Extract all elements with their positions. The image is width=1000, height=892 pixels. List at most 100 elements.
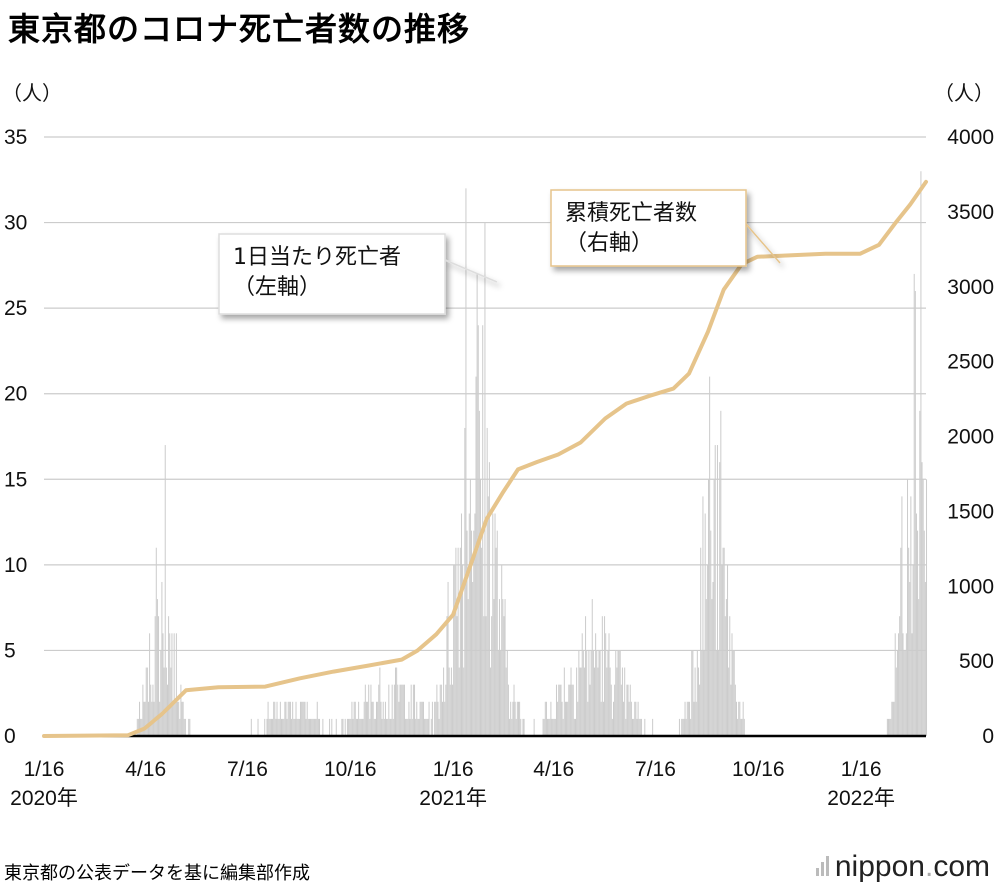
daily-bar	[498, 599, 500, 736]
daily-bar	[374, 718, 376, 736]
daily-bar	[352, 718, 354, 736]
daily-bar	[312, 718, 314, 736]
daily-bar	[363, 701, 365, 736]
daily-bar	[569, 684, 571, 736]
daily-bar	[475, 376, 477, 736]
daily-bar	[578, 650, 580, 736]
daily-bar	[182, 701, 184, 736]
daily-bar	[621, 667, 623, 736]
daily-bar	[713, 479, 715, 736]
daily-bar	[545, 701, 547, 736]
daily-bar	[615, 650, 617, 736]
daily-bar	[705, 599, 707, 736]
daily-bar	[456, 616, 458, 736]
daily-bar	[421, 701, 423, 736]
daily-bar	[183, 718, 185, 736]
daily-bar	[519, 701, 521, 736]
callouts: 1日当たり死亡者 （左軸） 累積死亡者数 （右軸）	[218, 189, 781, 315]
daily-bar	[915, 513, 917, 736]
daily-bar	[922, 479, 924, 736]
daily-bar	[396, 667, 398, 736]
daily-bar	[620, 684, 622, 736]
daily-bar	[353, 701, 355, 736]
daily-bar	[544, 701, 546, 736]
daily-bar	[542, 718, 544, 736]
daily-bar	[722, 547, 724, 736]
daily-bar	[305, 718, 307, 736]
daily-bar	[919, 410, 921, 736]
left-axis-unit: （人）	[2, 81, 62, 105]
daily-bar	[692, 650, 694, 736]
daily-bar	[373, 718, 375, 736]
daily-bar	[697, 667, 699, 736]
daily-bar	[903, 650, 905, 736]
daily-bar	[597, 667, 599, 736]
daily-bar	[143, 701, 145, 736]
daily-bar	[278, 718, 280, 736]
daily-bar	[308, 718, 310, 736]
daily-bar	[484, 222, 486, 737]
daily-bar	[490, 667, 492, 736]
daily-bar	[427, 718, 429, 736]
daily-bar	[598, 650, 600, 736]
daily-bar	[887, 718, 890, 736]
daily-bar	[445, 684, 447, 736]
daily-bar	[913, 273, 915, 736]
daily-bar	[893, 701, 895, 736]
daily-bar	[359, 718, 361, 736]
daily-bar	[718, 650, 720, 736]
daily-bar	[371, 701, 373, 736]
daily-bar	[285, 701, 287, 736]
daily-bar	[428, 701, 430, 736]
daily-bar	[415, 718, 417, 736]
daily-bar	[439, 684, 441, 736]
brand-dot: .	[924, 850, 934, 883]
daily-bar	[409, 718, 411, 736]
daily-bar	[550, 701, 552, 736]
daily-bar	[419, 701, 421, 736]
daily-bar	[160, 650, 162, 736]
daily-bar	[425, 718, 427, 736]
daily-bar	[411, 718, 413, 736]
daily-bar	[636, 718, 638, 736]
daily-bar	[280, 718, 283, 736]
daily-bar	[917, 530, 919, 736]
daily-bar	[386, 718, 388, 736]
daily-bar	[472, 581, 474, 736]
x-tick-year: 2020年	[10, 787, 78, 810]
daily-bar	[350, 718, 352, 736]
daily-bar	[714, 445, 716, 736]
callout-cumulative-line: 累積死亡者数	[565, 201, 697, 226]
daily-bar	[689, 701, 691, 736]
daily-bar	[741, 718, 743, 736]
daily-bar	[446, 616, 448, 736]
daily-bar	[606, 667, 608, 736]
daily-bar	[706, 564, 708, 736]
callout-daily-line: 1日当たり死亡者	[233, 245, 401, 270]
daily-bar	[652, 718, 654, 736]
daily-bar	[523, 718, 525, 736]
right-axis-unit: （人）	[934, 81, 994, 105]
daily-bar	[272, 718, 274, 736]
daily-bar	[267, 701, 269, 736]
daily-bar	[172, 701, 174, 736]
daily-bar	[136, 718, 138, 736]
daily-bar	[640, 718, 642, 736]
daily-bar	[168, 616, 170, 736]
daily-bar	[468, 513, 470, 736]
daily-bar	[900, 547, 902, 736]
x-axis-ticks: 1/16 2020年 4/16 7/16 10/16 1/16 2021年 4/16 7/16 1…	[10, 758, 895, 810]
brand-bars-icon	[815, 854, 829, 876]
daily-bar	[908, 547, 910, 736]
daily-bar	[731, 633, 733, 736]
daily-bar	[581, 633, 583, 736]
daily-bar	[348, 718, 350, 736]
daily-bar	[288, 701, 290, 736]
daily-bar	[406, 718, 408, 736]
daily-bar	[179, 718, 181, 736]
callout-cumulative: 累積死亡者数 （右軸）	[550, 189, 781, 267]
daily-bar	[582, 650, 584, 736]
daily-bar	[477, 325, 479, 736]
daily-bar	[560, 684, 562, 736]
